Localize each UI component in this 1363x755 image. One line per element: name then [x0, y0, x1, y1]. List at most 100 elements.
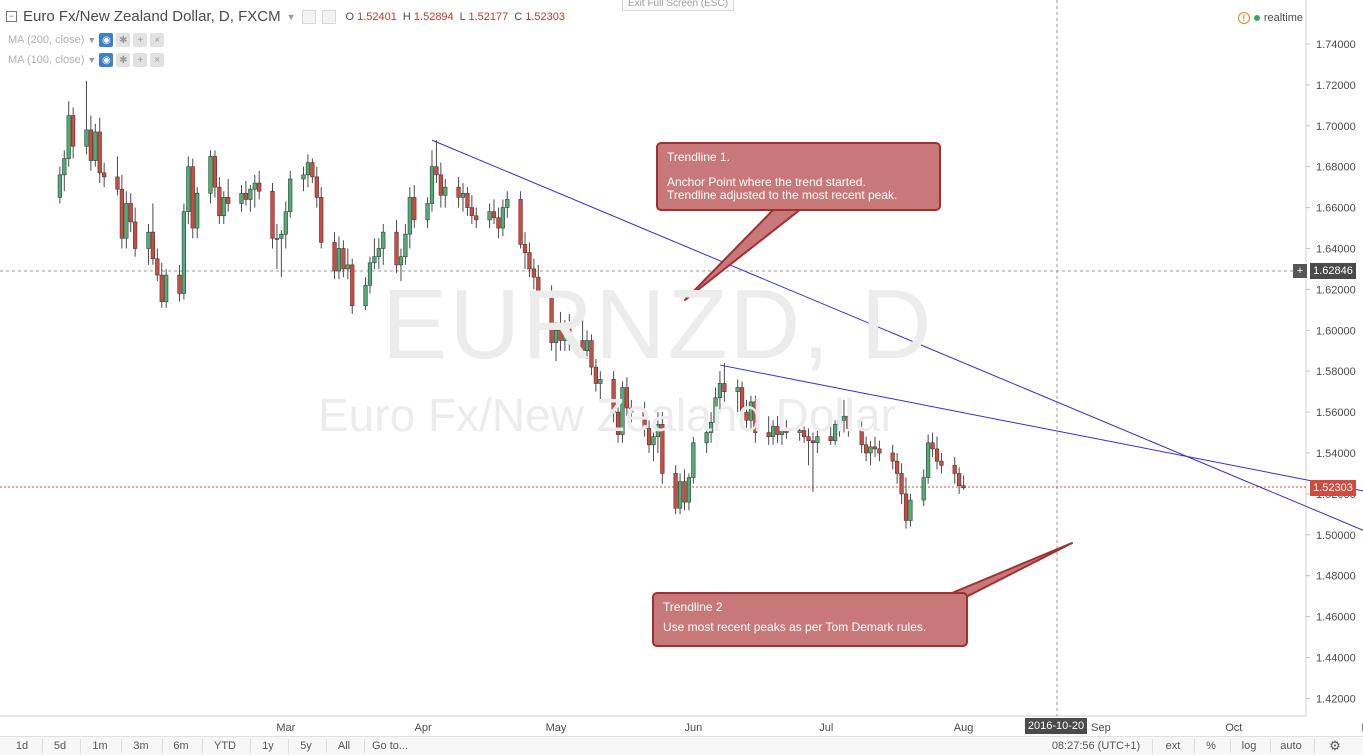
- candle-up: [305, 154, 311, 188]
- candle-down: [939, 453, 944, 474]
- indicator-label[interactable]: MA (200, close): [8, 34, 85, 46]
- collapse-icon[interactable]: −: [6, 11, 17, 22]
- candle-body: [474, 215, 479, 221]
- candle-body: [682, 481, 687, 503]
- candle-body: [257, 182, 262, 192]
- candle-body: [859, 428, 864, 446]
- candle-body: [624, 387, 629, 409]
- ohlc-values: O 1.52401 H 1.52894 L 1.52177 C 1.52303: [346, 11, 566, 23]
- candle-up: [908, 493, 913, 527]
- range-5y-button[interactable]: 5y: [300, 740, 312, 752]
- candle-up: [443, 178, 448, 208]
- range-1m-button[interactable]: 1m: [92, 740, 108, 752]
- status-dot-icon: [1253, 15, 1260, 21]
- candle-body: [527, 252, 532, 270]
- candle-body: [124, 203, 129, 239]
- candle-body: [615, 411, 621, 435]
- candle-body: [283, 211, 288, 235]
- candle-down: [877, 440, 882, 462]
- candle-down: [518, 191, 523, 249]
- crosshair-plus-icon[interactable]: +: [1293, 264, 1307, 278]
- candle-body: [797, 430, 802, 433]
- candle-down: [177, 264, 182, 302]
- chevron-down-icon[interactable]: ▼: [286, 11, 296, 22]
- trendline-1[interactable]: [431, 139, 1363, 602]
- price-tick-label: 1.42000: [1316, 693, 1356, 705]
- candle-up: [770, 420, 776, 445]
- candle-body: [381, 231, 386, 249]
- eye-icon[interactable]: ◉: [99, 33, 114, 47]
- candle-body: [314, 176, 319, 198]
- settings-icon[interactable]: [321, 9, 336, 24]
- callout-trendline-1[interactable]: Trendline 1. Anchor Point where the tren…: [656, 142, 941, 211]
- candle-up: [429, 150, 435, 212]
- candle-body: [491, 211, 497, 219]
- indicator-ma200[interactable]: MA (200, close) ▼ ◉ ✱ + ×: [8, 33, 165, 47]
- candles-layer: [57, 80, 966, 529]
- gear-icon[interactable]: ✱: [116, 53, 131, 67]
- candle-body: [899, 473, 904, 495]
- symbol-title[interactable]: Euro Fx/New Zealand Dollar, D, FXCM: [23, 8, 281, 25]
- range-5d-button[interactable]: 5d: [53, 740, 67, 752]
- warning-icon[interactable]: !: [1237, 12, 1250, 24]
- auto-toggle[interactable]: auto: [1280, 740, 1302, 752]
- candle-down: [810, 432, 816, 492]
- candle-body: [115, 176, 120, 190]
- candle-body: [57, 174, 62, 198]
- indicator-label[interactable]: MA (100, close): [8, 54, 85, 66]
- candle-down: [314, 166, 319, 208]
- eye-icon[interactable]: ◉: [99, 53, 114, 67]
- visibility-icon[interactable]: [301, 9, 316, 24]
- candle-body: [704, 432, 709, 444]
- candle-body: [305, 162, 311, 176]
- exit-fullscreen-button[interactable]: Exit Full Screen (ESC): [622, 0, 735, 11]
- chevron-down-icon[interactable]: ▼: [87, 35, 97, 45]
- settings-gear-icon[interactable]: ⚙: [1329, 738, 1341, 753]
- range-6m-button[interactable]: 6m: [173, 740, 189, 752]
- candle-body: [536, 276, 541, 294]
- candle-down: [567, 313, 572, 351]
- close-icon[interactable]: ×: [150, 33, 165, 47]
- candle-body: [934, 448, 940, 462]
- candle-body: [868, 446, 873, 454]
- goto-button[interactable]: Go to...: [372, 740, 409, 752]
- gear-icon[interactable]: ✱: [116, 33, 131, 47]
- range-ytd-button[interactable]: YTD: [214, 740, 236, 752]
- indicator-ma100[interactable]: MA (100, close) ▼ ◉ ✱ + ×: [8, 53, 165, 67]
- callout-trendline-2[interactable]: Trendline 2 Use most recent peaks as per…: [652, 592, 968, 647]
- ext-toggle[interactable]: ext: [1165, 740, 1181, 752]
- range-3m-button[interactable]: 3m: [133, 740, 149, 752]
- candle-up: [797, 424, 802, 441]
- close-icon[interactable]: ×: [150, 53, 165, 67]
- candle-down: [934, 436, 940, 470]
- candle-body: [226, 197, 231, 204]
- candle-down: [474, 207, 479, 229]
- candle-body: [310, 162, 315, 178]
- candle-up: [487, 203, 492, 229]
- plus-icon[interactable]: +: [133, 53, 148, 67]
- candle-up: [301, 166, 306, 192]
- candle-body: [744, 411, 749, 421]
- callout-1-line2: Trendline adjusted to the most recent pe…: [667, 188, 898, 202]
- candle-down: [558, 311, 563, 351]
- time-tick-label: Oct: [1225, 722, 1242, 734]
- candle-body: [460, 192, 466, 198]
- plus-icon[interactable]: +: [133, 33, 148, 47]
- price-tick-label: 1.58000: [1316, 366, 1356, 378]
- candle-body: [722, 383, 727, 392]
- range-all-button[interactable]: All: [337, 740, 351, 752]
- trendline-2[interactable]: [719, 364, 1363, 525]
- candle-down: [806, 428, 811, 466]
- candle-body: [239, 192, 244, 204]
- chevron-down-icon[interactable]: ▼: [87, 55, 97, 65]
- time-axis-labels: MarAprMayJunJulAugSepOctNovDec: [276, 722, 1363, 734]
- candle-down: [527, 242, 532, 278]
- percent-toggle[interactable]: %: [1206, 740, 1216, 752]
- candle-body: [895, 460, 900, 474]
- candle-body: [128, 203, 133, 223]
- candle-up: [93, 123, 98, 167]
- log-toggle[interactable]: log: [1241, 740, 1257, 752]
- range-1d-button[interactable]: 1d: [15, 740, 29, 752]
- range-1y-button[interactable]: 1y: [262, 740, 274, 752]
